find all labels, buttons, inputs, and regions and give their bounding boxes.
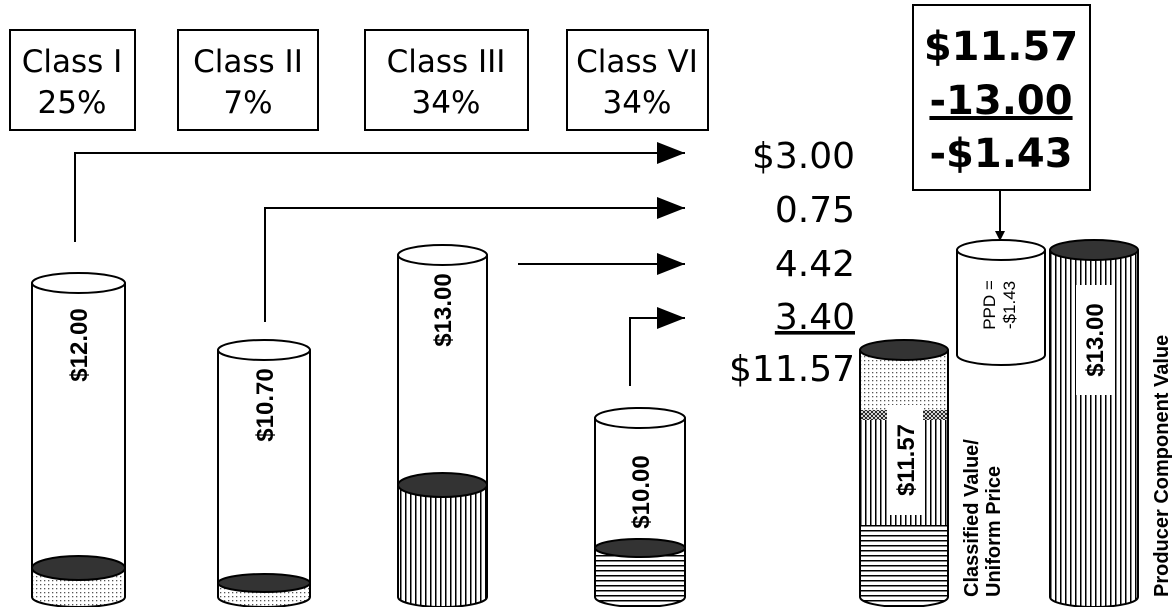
side-label: Uniform Price bbox=[983, 466, 1005, 597]
cylinder-label: $10.70 bbox=[252, 368, 279, 441]
ppd-label: PPD = bbox=[980, 280, 999, 330]
cylinder-label: $11.57 bbox=[893, 424, 920, 496]
class-share: 34% bbox=[412, 85, 481, 121]
class-share: 7% bbox=[223, 85, 272, 121]
cylinder-label: $13.00 bbox=[430, 273, 457, 346]
class-labels: Class I 25% Class II 7% Class III 34% Cl… bbox=[22, 44, 698, 121]
class-name: Class VI bbox=[576, 44, 698, 80]
calc-line: $11.57 bbox=[924, 24, 1078, 70]
class-name: Class II bbox=[193, 44, 303, 80]
cylinder-label: $12.00 bbox=[66, 308, 93, 381]
side-label: Classified Value/ bbox=[961, 439, 983, 597]
class-name: Class III bbox=[387, 44, 506, 80]
contribution: 0.75 bbox=[775, 190, 855, 231]
class-share: 25% bbox=[38, 85, 107, 121]
calculation: $11.57 -13.00 -$1.43 bbox=[924, 24, 1078, 177]
diagram: Class I 25% Class II 7% Class III 34% Cl… bbox=[0, 0, 1174, 607]
contributions: $3.00 0.75 4.42 3.40 $11.57 bbox=[729, 136, 855, 390]
contribution: 4.42 bbox=[775, 244, 855, 285]
side-label: Producer Component Value bbox=[1151, 335, 1173, 597]
contribution: $11.57 bbox=[729, 349, 855, 390]
calc-line: -$1.43 bbox=[929, 131, 1072, 177]
ppd-label: -$1.43 bbox=[1000, 281, 1019, 329]
contribution: $3.00 bbox=[752, 136, 855, 177]
cylinder-label: $10.00 bbox=[628, 455, 655, 528]
class-share: 34% bbox=[603, 85, 672, 121]
cylinder-label: $13.00 bbox=[1082, 303, 1109, 376]
class-name: Class I bbox=[22, 44, 123, 80]
contribution: 3.40 bbox=[775, 297, 855, 338]
calc-line: -13.00 bbox=[929, 78, 1072, 124]
